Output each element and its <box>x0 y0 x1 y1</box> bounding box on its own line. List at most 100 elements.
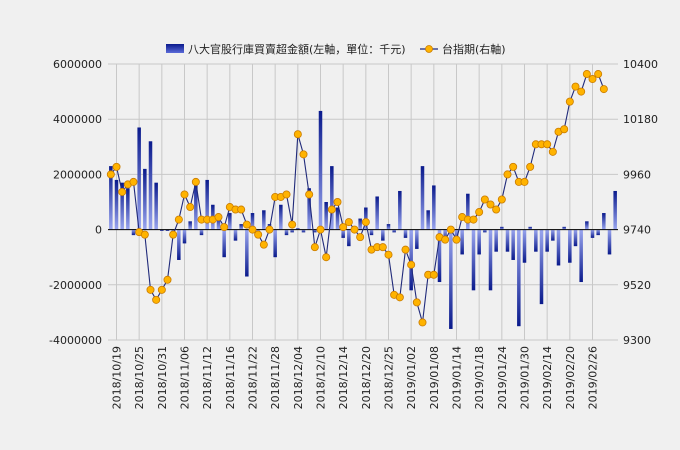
x-tick-label: 2019/01/08 <box>428 346 441 409</box>
bar <box>573 229 578 247</box>
left-tick-label: 2000000 <box>53 168 102 181</box>
line-point <box>220 223 229 232</box>
x-tick-label: 2019/02/14 <box>541 346 554 409</box>
right-tick-label: 9300 <box>623 334 651 347</box>
bar <box>307 188 311 230</box>
line-point <box>418 318 427 327</box>
line-point <box>339 223 348 232</box>
x-tick-label: 2018/11/12 <box>201 346 214 409</box>
bar <box>500 226 504 230</box>
line-point <box>548 147 557 156</box>
bar <box>534 229 538 252</box>
line-point <box>401 245 410 254</box>
bar <box>562 226 566 230</box>
bar <box>182 229 187 244</box>
left-tick-label: -4000000 <box>49 334 102 347</box>
bar <box>392 229 396 233</box>
line-point <box>412 298 421 307</box>
bar <box>398 190 402 230</box>
line-point <box>565 97 574 106</box>
right-tick-label: 9960 <box>623 168 651 181</box>
line-point <box>237 205 246 214</box>
bar <box>443 229 447 241</box>
right-axis: 10400 10180 9960 9740 9520 9300 <box>623 58 658 347</box>
legend-line-marker <box>425 45 433 53</box>
x-tick-label: 2019/01/14 <box>451 346 464 409</box>
line-point <box>571 82 580 91</box>
line-point <box>526 162 535 171</box>
bar <box>403 229 408 238</box>
bar <box>420 166 425 230</box>
bar <box>539 229 544 305</box>
bar <box>590 229 595 238</box>
bar <box>585 221 589 230</box>
bar <box>494 229 498 252</box>
x-tick-label: 2018/11/06 <box>179 346 192 409</box>
line-point <box>588 75 597 84</box>
bar <box>205 179 209 230</box>
bar <box>318 110 323 230</box>
x-tick-label: 2018/12/04 <box>292 346 305 409</box>
bar <box>279 204 283 230</box>
bar <box>273 229 277 258</box>
line-point <box>305 190 314 199</box>
bar <box>154 182 158 230</box>
line-point <box>582 70 591 79</box>
left-tick-label: 0 <box>95 224 102 237</box>
bar <box>330 166 334 230</box>
line-point <box>361 218 370 227</box>
line-point <box>169 230 178 239</box>
line-point <box>378 243 387 252</box>
bar <box>228 213 232 230</box>
x-tick-label: 2018/12/20 <box>360 346 373 409</box>
bar <box>579 229 583 283</box>
line-point <box>395 293 404 302</box>
line-point <box>509 162 518 171</box>
bar <box>188 221 192 230</box>
line-point <box>543 140 552 149</box>
bar <box>262 210 266 230</box>
bar <box>551 229 555 241</box>
line-point <box>384 250 393 259</box>
bar <box>437 229 442 283</box>
left-axis: 6000000 4000000 2000000 0 -2000000 -4000000 <box>49 58 102 347</box>
bar <box>471 229 476 291</box>
bar <box>528 226 532 230</box>
line-point <box>503 170 512 179</box>
line-point <box>599 85 608 94</box>
line-point <box>446 225 455 234</box>
line-point <box>140 230 149 239</box>
line-point <box>310 243 319 252</box>
x-tick-label: 2018/12/10 <box>315 346 328 409</box>
bar <box>341 229 345 238</box>
line-point <box>214 213 223 222</box>
right-tick-label: 9740 <box>623 224 651 237</box>
line-point <box>407 260 416 269</box>
bar <box>477 229 481 255</box>
bar <box>386 224 391 230</box>
bar <box>381 229 385 241</box>
bar <box>313 229 317 233</box>
line-point <box>333 197 342 206</box>
bar <box>239 224 243 230</box>
left-tick-label: 4000000 <box>53 113 102 126</box>
x-tick-label: 2019/01/18 <box>473 346 486 409</box>
bar <box>233 229 238 241</box>
bar <box>596 229 600 236</box>
bar <box>126 188 130 230</box>
line-point <box>560 125 569 134</box>
bar <box>369 229 374 236</box>
bar <box>409 229 413 291</box>
bar <box>250 213 255 230</box>
bar <box>488 229 493 291</box>
line-point <box>577 87 586 96</box>
line-point <box>594 70 603 79</box>
bar <box>522 229 527 263</box>
line-point <box>259 240 268 249</box>
left-tick-label: -2000000 <box>49 279 102 292</box>
left-tick-label: 6000000 <box>53 58 102 71</box>
line-point <box>288 220 297 229</box>
x-tick-label: 2018/10/31 <box>156 346 169 409</box>
bar <box>216 215 221 230</box>
line-point <box>180 190 189 199</box>
